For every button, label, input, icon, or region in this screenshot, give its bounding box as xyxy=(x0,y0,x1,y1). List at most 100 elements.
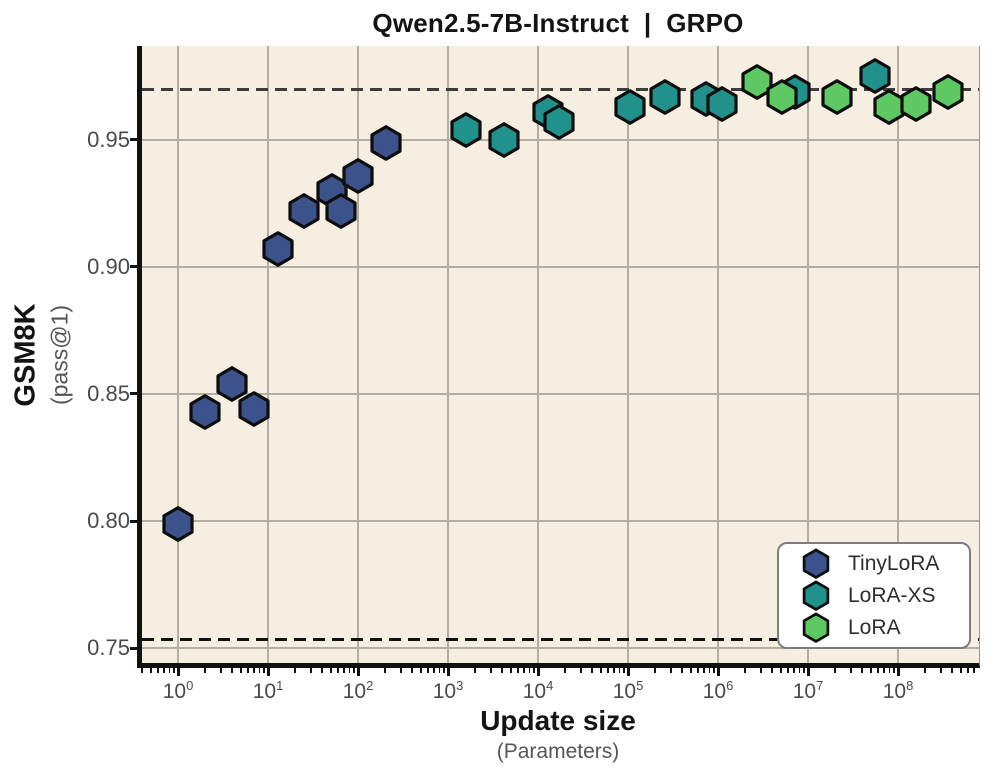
x-minor-tick xyxy=(888,668,891,673)
x-minor-tick xyxy=(343,668,345,673)
legend-entry-lora-xs: LoRA-XS xyxy=(799,580,969,612)
x-minor-tick xyxy=(618,668,621,673)
data-point-lora-xs xyxy=(775,70,815,114)
x-minor-tick xyxy=(787,668,789,673)
x-tick-label: 108 xyxy=(882,678,914,703)
data-point-lora xyxy=(928,70,968,114)
x-minor-tick xyxy=(613,668,615,673)
y-gridline xyxy=(142,138,979,141)
x-minor-tick xyxy=(150,668,152,673)
x-minor-tick xyxy=(310,668,312,673)
y-gridline xyxy=(142,392,979,395)
x-minor-tick xyxy=(681,668,683,673)
x-minor-tick xyxy=(623,668,625,673)
x-minor-tick xyxy=(501,668,503,673)
data-point-lora-xs xyxy=(446,108,486,152)
data-point-lora xyxy=(737,60,777,104)
data-point-tinylora xyxy=(212,362,252,406)
x-minor-tick xyxy=(294,668,296,673)
x-minor-tick xyxy=(258,668,261,673)
data-point-lora-xs xyxy=(855,54,895,98)
x-minor-tick xyxy=(163,668,165,673)
data-point-lora xyxy=(762,75,802,119)
x-minor-tick xyxy=(474,668,476,673)
legend: TinyLoRA LoRA-XS LoRA xyxy=(777,542,971,649)
data-point-lora-xs xyxy=(528,90,568,134)
x-tick-label: 105 xyxy=(612,678,644,703)
x-axis-sublabel: (Parameters) xyxy=(496,740,620,763)
y-tick-label: 0.80 xyxy=(87,508,130,533)
y-tick xyxy=(130,519,137,523)
data-point-lora-xs xyxy=(686,77,726,121)
x-tick-label: 101 xyxy=(252,678,284,703)
x-tick-label: 100 xyxy=(162,678,194,703)
x-minor-tick xyxy=(960,668,962,673)
x-minor-tick xyxy=(798,668,801,673)
x-tick-label: 107 xyxy=(792,678,824,703)
legend-entry-tinylora: TinyLoRA xyxy=(799,548,969,580)
x-minor-tick xyxy=(967,668,969,673)
x-gridline xyxy=(897,46,899,663)
x-minor-tick xyxy=(834,668,836,673)
y-tick xyxy=(130,138,137,142)
x-minor-tick xyxy=(443,668,445,673)
y-tick-label: 0.85 xyxy=(87,380,130,406)
reference-dashline xyxy=(142,87,979,91)
x-tick xyxy=(716,668,720,676)
y-gridline xyxy=(142,647,979,649)
x-minor-tick xyxy=(157,668,159,673)
x-minor-tick xyxy=(510,668,512,673)
x-minor-tick xyxy=(870,668,872,673)
x-minor-tick xyxy=(580,668,582,673)
data-point-tinylora xyxy=(366,121,406,165)
x-gridline xyxy=(177,46,179,663)
x-minor-tick xyxy=(253,668,255,673)
x-gridline xyxy=(447,46,449,663)
x-tick xyxy=(806,668,810,676)
y-tick xyxy=(130,392,137,396)
y-gridline xyxy=(142,520,979,522)
x-minor-tick xyxy=(670,668,672,673)
x-tick-label: 102 xyxy=(342,678,374,703)
x-minor-tick xyxy=(771,668,773,673)
x-minor-tick xyxy=(703,668,705,673)
y-tick-label: 0.95 xyxy=(87,126,130,152)
data-point-lora-xs xyxy=(610,85,650,129)
x-minor-tick xyxy=(713,668,715,673)
x-tick xyxy=(536,668,540,676)
x-tick xyxy=(266,668,270,676)
x-gridline xyxy=(717,46,719,663)
x-minor-tick xyxy=(951,668,953,673)
x-minor-tick xyxy=(433,668,435,673)
x-minor-tick xyxy=(240,668,242,673)
data-point-tinylora xyxy=(185,390,225,434)
x-minor-tick xyxy=(321,668,323,673)
x-minor-tick xyxy=(744,668,746,673)
x-minor-tick xyxy=(697,668,699,673)
x-tick xyxy=(356,668,360,676)
legend-label: LoRA xyxy=(848,615,901,639)
x-minor-tick xyxy=(793,668,795,673)
x-minor-tick xyxy=(528,668,531,673)
data-point-lora xyxy=(817,75,857,119)
x-minor-tick xyxy=(591,668,593,673)
x-gridline xyxy=(807,46,809,663)
x-minor-tick xyxy=(803,668,805,673)
x-tick-label: 103 xyxy=(432,678,464,703)
y-tick-label: 0.90 xyxy=(87,253,130,279)
x-minor-tick xyxy=(893,668,895,673)
x-tick-label: 104 xyxy=(522,678,554,703)
legend-label: LoRA-XS xyxy=(848,583,936,607)
x-minor-tick xyxy=(400,668,402,673)
x-minor-tick xyxy=(654,668,656,673)
chart-title: Qwen2.5-7B-Instruct | GRPO xyxy=(372,8,744,38)
data-point-lora-xs xyxy=(539,100,579,144)
x-minor-tick xyxy=(427,668,429,673)
x-minor-tick xyxy=(330,668,332,673)
x-minor-tick xyxy=(523,668,525,673)
x-tick xyxy=(626,668,630,676)
x-minor-tick xyxy=(708,668,711,673)
x-gridline xyxy=(267,46,269,663)
y-gridline xyxy=(142,265,979,268)
